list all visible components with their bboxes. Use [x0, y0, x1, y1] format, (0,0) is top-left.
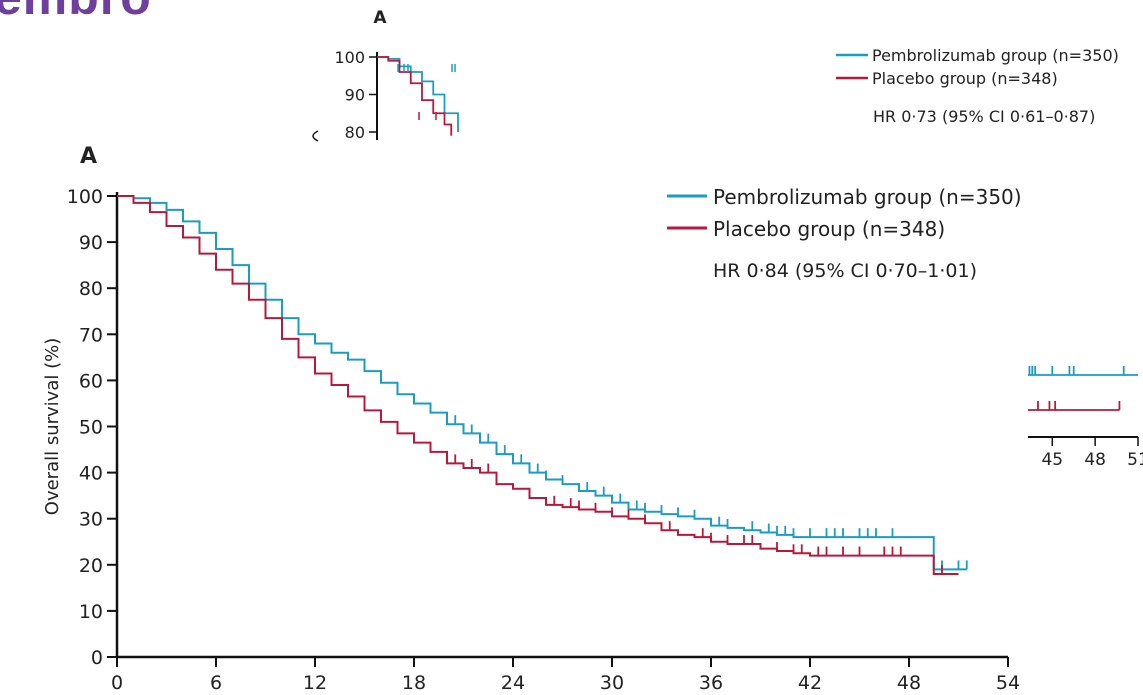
y-axis-label: Overall survival (%)	[42, 338, 63, 515]
y-tick-label: 10	[79, 601, 103, 623]
panel-label-inset: A	[373, 8, 387, 28]
y-tick-label: 30	[79, 509, 103, 531]
inset-axis-label-fragment	[312, 130, 319, 142]
x-tick-label: 24	[501, 672, 525, 694]
series-line-placebo	[117, 195, 959, 576]
inset-legend-label: Placebo group (n=348)	[872, 69, 1058, 88]
fragment-x-tick-label: 51	[1127, 450, 1143, 470]
x-tick-label: 54	[996, 672, 1020, 694]
inset-series-line-placebo	[377, 56, 453, 136]
inset-y-tick-label: 100	[334, 48, 365, 67]
hazard-ratio-annotation: HR 0·84 (95% CI 0·70–1·01)	[713, 260, 977, 282]
y-tick-label: 70	[79, 324, 103, 346]
x-tick-label: 48	[897, 672, 921, 694]
main-km-panel: A 0 10 20 30 40 50 60 70 80 90 100 0 6 12 18 24 30 36 42 48 5…	[42, 144, 1022, 694]
y-tick-label: 0	[91, 647, 103, 669]
inset-y-tick-label: 90	[345, 86, 365, 105]
y-tick-label: 60	[79, 370, 103, 392]
right-fragment-panel: 45 48 51	[1028, 366, 1143, 470]
x-tick-label: 18	[402, 672, 426, 694]
y-tick-label: 100	[67, 186, 103, 208]
header-brand-fragment: embro	[0, 0, 152, 22]
y-tick-label: 50	[79, 417, 103, 439]
fragment-x-tick-label: 45	[1041, 450, 1063, 470]
inset-y-tick-label: 80	[345, 123, 365, 142]
y-tick-label: 20	[79, 555, 103, 577]
fragment-x-tick-label: 48	[1084, 450, 1106, 470]
top-inset-panel: A 100 90 80 Pembrolizumab group (n=350) Place…	[312, 8, 1119, 142]
legend-label: Placebo group (n=348)	[713, 217, 945, 241]
x-tick-label: 0	[111, 672, 123, 694]
x-tick-label: 36	[699, 672, 723, 694]
y-tick-label: 80	[79, 278, 103, 300]
x-tick-label: 12	[303, 672, 327, 694]
series-line-pembrolizumab	[117, 195, 967, 571]
legend-label: Pembrolizumab group (n=350)	[713, 185, 1022, 209]
inset-series-line-pembrolizumab	[377, 56, 459, 132]
x-tick-label: 6	[210, 672, 222, 694]
inset-legend-label: Pembrolizumab group (n=350)	[872, 46, 1119, 65]
x-tick-label: 42	[798, 672, 822, 694]
inset-hazard-ratio-annotation: HR 0·73 (95% CI 0·61–0·87)	[873, 107, 1095, 126]
y-tick-label: 90	[79, 232, 103, 254]
panel-label-main: A	[80, 144, 97, 169]
x-tick-label: 30	[600, 672, 624, 694]
y-tick-label: 40	[79, 463, 103, 485]
